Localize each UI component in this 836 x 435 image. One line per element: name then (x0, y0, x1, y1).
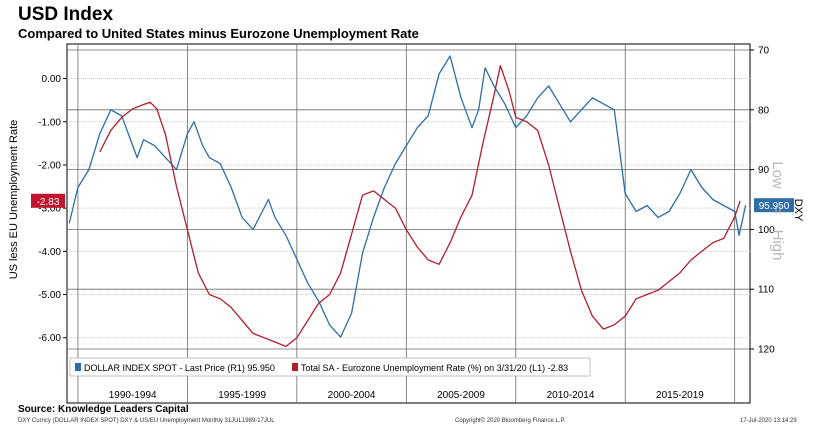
legend-label-dxy: DOLLAR INDEX SPOT - Last Price (R1) 95.9… (84, 363, 275, 373)
last-value-markers: -2.83 95.950 (31, 193, 794, 213)
left-tick-label: -5.00 (38, 290, 61, 301)
low-annotation: Low (769, 161, 786, 189)
plot-frame (66, 43, 751, 404)
right-axis-label: DXY (792, 199, 804, 222)
chart-grid (66, 43, 751, 404)
right-tick-label: 110 (758, 285, 774, 296)
low-high-separator: = (769, 206, 786, 215)
x-axis-periods: 1990-1994 1995-1999 2000-2004 2005-2009 2010… (109, 390, 705, 401)
right-tick-label: 80 (758, 105, 770, 116)
high-annotation: High (769, 230, 786, 261)
left-last-value-marker (31, 193, 65, 208)
left-last-value-label: -2.83 (37, 197, 60, 208)
x-period-label: 2010-2014 (547, 390, 595, 401)
footer-copyright: Copyright© 2020 Bloomberg Finance L.P. (455, 418, 566, 424)
x-period-label: 1995-1999 (218, 390, 266, 401)
right-tick-label: 100 (758, 225, 775, 236)
x-period-label: 2015-2019 (656, 390, 704, 401)
legend-box (69, 357, 591, 377)
right-axis-ticks: 70 80 90 100 110 120 (750, 45, 775, 356)
x-period-label: 2005-2009 (437, 390, 485, 401)
left-tick-label: -2.00 (38, 160, 61, 171)
x-period-label: 2000-2004 (328, 390, 376, 401)
right-last-value-marker (754, 198, 794, 213)
footer-meta-left: DXY Curncy (DOLLAR INDEX SPOT) DXY & US/… (18, 418, 275, 424)
chart-title: USD Index (18, 4, 114, 25)
legend-swatch-dxy (75, 363, 81, 371)
footer-timestamp: 17-Jul-2020 13:14:29 (740, 418, 797, 424)
chart-subtitle: Compared to United States minus Eurozone… (18, 26, 419, 41)
left-tick-label: -1.00 (38, 117, 61, 128)
series-line-1 (68, 55, 747, 338)
series-layer (68, 55, 747, 348)
right-tick-label: 120 (758, 345, 775, 356)
x-period-label: 1990-1994 (109, 390, 157, 401)
source-note: Source: Knowledge Leaders Capital (18, 404, 189, 415)
left-tick-label: -3.00 (38, 204, 61, 215)
legend-swatch-unemployment (292, 363, 298, 371)
right-tick-label: 90 (758, 165, 770, 176)
left-tick-label: -6.00 (38, 333, 61, 344)
left-tick-label: -4.00 (38, 247, 61, 258)
left-axis-label: US less EU Unemployment Rate (8, 120, 20, 280)
left-axis-ticks: 0.00 -1.00 -2.00 -3.00 -4.00 -5.00 -6.00 (38, 74, 67, 344)
series-line-2 (99, 64, 741, 348)
legend-label-unemployment: Total SA - Eurozone Unemployment Rate (%… (301, 363, 568, 373)
legend: DOLLAR INDEX SPOT - Last Price (R1) 95.9… (69, 357, 591, 377)
right-last-value-label: 95.950 (759, 201, 790, 212)
left-tick-label: 0.00 (42, 74, 62, 85)
right-tick-label: 70 (758, 45, 770, 56)
